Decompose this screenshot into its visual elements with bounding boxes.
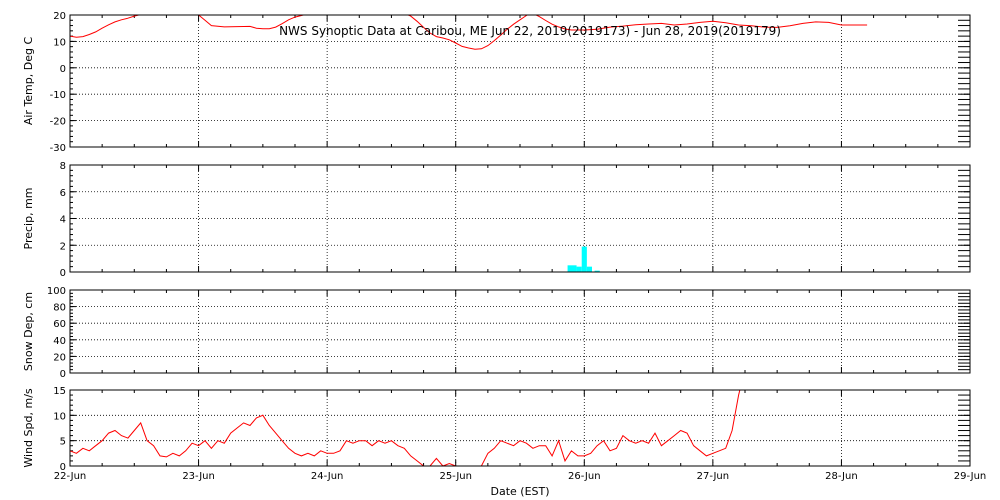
y-tick-label: 8 xyxy=(60,161,66,172)
precip-bar xyxy=(594,270,600,272)
precip-bar xyxy=(567,265,577,272)
x-tick-label: 28-Jun xyxy=(825,471,858,482)
y-tick-label: 10 xyxy=(53,37,66,48)
y-tick-label: 0 xyxy=(60,64,66,75)
plot-area-air-temp xyxy=(70,15,868,50)
panel-air-temp: -30 -20 -10 0 10 20 Air Temp, Deg C xyxy=(22,11,971,154)
precip-bar xyxy=(576,266,582,272)
chart-title: NWS Synoptic Data at Caribou, ME Jun 22,… xyxy=(279,24,781,38)
x-tick-label: 24-Jun xyxy=(311,471,344,482)
y-axis-label: Snow Dep, cm xyxy=(22,292,35,371)
x-axis-label: Date (EST) xyxy=(490,485,549,498)
panel-precip: 0 2 4 6 8 Precip, mm xyxy=(22,161,971,279)
plot-area-wind-speed xyxy=(70,390,741,466)
x-tick-label: 23-Jun xyxy=(182,471,215,482)
panel-wind-speed: 0 5 10 15 Wind Spd, m/s 22-Jun 23-Jun 24-Jun 25-… xyxy=(22,386,987,498)
y-axis-label: Wind Spd, m/s xyxy=(22,388,35,468)
plot-area-precip xyxy=(567,246,600,272)
y-tick-label: 0 xyxy=(60,369,66,380)
y-tick-label: 100 xyxy=(47,286,66,297)
panel-frame xyxy=(69,289,971,374)
y-tick-label: 0 xyxy=(60,268,66,279)
y-tick-label: 0 xyxy=(60,462,66,473)
panel-frame xyxy=(69,389,971,467)
y-tick-label: 20 xyxy=(53,11,66,22)
x-tick-label: 27-Jun xyxy=(697,471,730,482)
precip-bar xyxy=(581,246,587,272)
panel-frame xyxy=(69,164,971,273)
air-temp-series-line xyxy=(70,15,868,50)
wind-speed-series-line xyxy=(70,390,741,466)
y-axis-label: Air Temp, Deg C xyxy=(22,37,35,126)
x-tick-label: 26-Jun xyxy=(568,471,601,482)
y-tick-label: 10 xyxy=(53,411,66,422)
y-tick-label: -30 xyxy=(50,143,66,154)
y-tick-label: 20 xyxy=(53,352,66,363)
y-tick-label: 80 xyxy=(53,303,66,314)
panel-snow-depth: 0 20 40 60 80 100 Snow Dep, cm xyxy=(22,286,971,380)
y-tick-label: -20 xyxy=(50,117,66,128)
y-tick-label: 15 xyxy=(53,386,66,397)
precip-bar xyxy=(586,266,592,272)
y-axis-label: Precip, mm xyxy=(22,188,35,250)
panel-frame xyxy=(69,14,971,148)
x-tick-label: 25-Jun xyxy=(439,471,472,482)
y-tick-label: 40 xyxy=(53,336,66,347)
y-tick-label: 4 xyxy=(60,215,66,226)
y-tick-label: -10 xyxy=(50,90,66,101)
y-tick-label: 60 xyxy=(53,319,66,330)
x-tick-label: 22-Jun xyxy=(54,471,87,482)
y-tick-label: 5 xyxy=(60,437,66,448)
x-tick-label: 29-Jun xyxy=(954,471,987,482)
y-tick-label: 2 xyxy=(60,241,66,252)
y-tick-label: 6 xyxy=(60,188,66,199)
